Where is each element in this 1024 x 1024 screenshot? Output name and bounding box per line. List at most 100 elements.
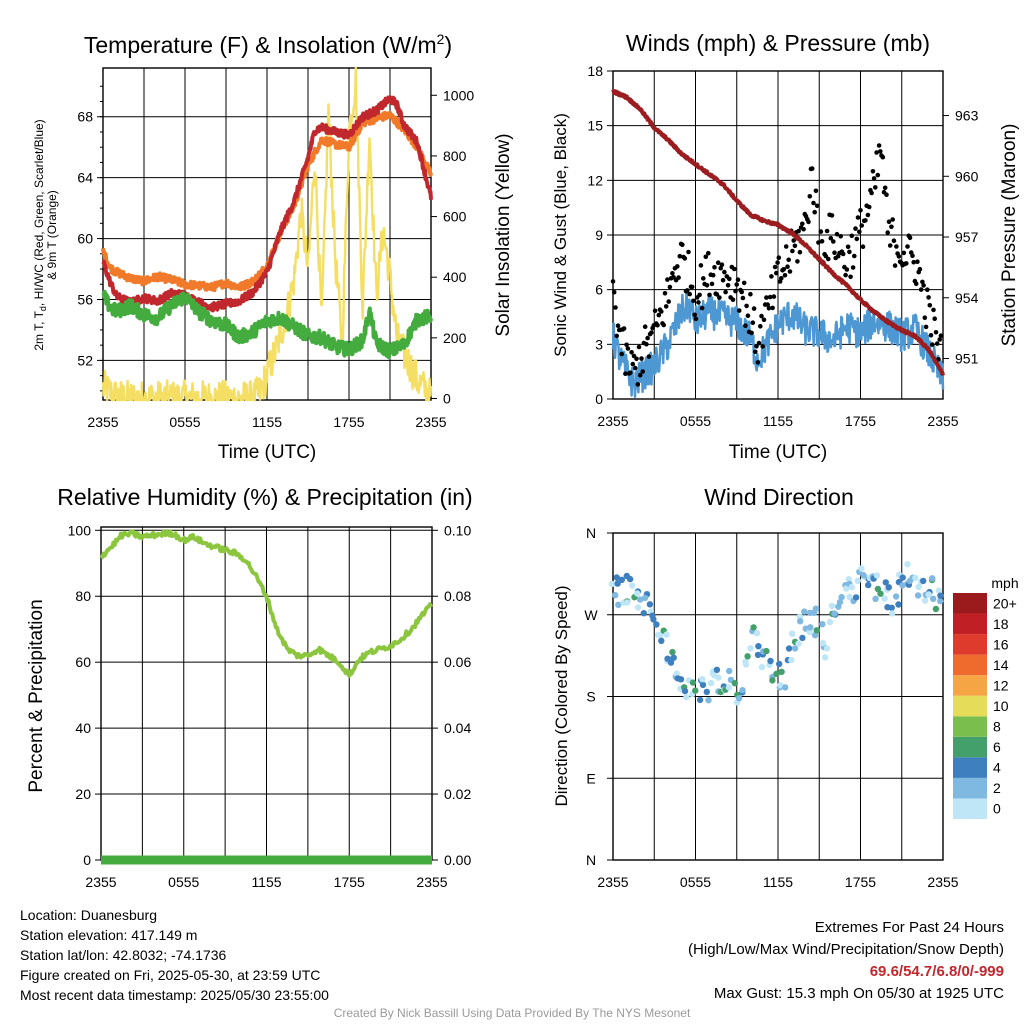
wind-xlabel: Time (UTC) xyxy=(729,442,828,463)
direction-point xyxy=(930,595,937,602)
gust-point xyxy=(891,238,897,243)
rh-y2-tick-label: 0.08 xyxy=(444,588,471,604)
gust-point xyxy=(701,276,706,281)
gust-point xyxy=(655,322,660,328)
gust-point xyxy=(630,361,636,367)
temp-x-tick-label: 1155 xyxy=(252,414,282,430)
gust-point xyxy=(938,333,944,339)
gust-point xyxy=(764,295,769,300)
direction-point xyxy=(937,597,944,605)
direction-point xyxy=(789,630,796,637)
colorbar-label: 18 xyxy=(993,616,1009,632)
direction-point xyxy=(795,640,802,647)
gust-point xyxy=(885,230,890,235)
gust-point xyxy=(907,235,913,241)
direction-point xyxy=(788,656,795,664)
direction-point xyxy=(854,577,861,584)
wind-y-tick-label: 18 xyxy=(587,63,603,79)
direction-point xyxy=(778,668,785,675)
gust-point xyxy=(656,312,662,318)
gust-point xyxy=(766,305,772,311)
direction-point xyxy=(739,687,746,694)
direction-point xyxy=(640,610,647,617)
direction-point xyxy=(747,645,754,652)
gust-point xyxy=(743,323,748,329)
direction-point xyxy=(653,621,660,628)
temp-y-tick-label: 64 xyxy=(77,170,93,186)
direction-point xyxy=(885,584,892,591)
direction-point xyxy=(895,601,902,608)
direction-point xyxy=(914,592,922,599)
direction-point xyxy=(819,639,827,647)
direction-point xyxy=(725,684,733,691)
colorbar-swatch xyxy=(953,634,987,655)
temp-y2-tick-label: 600 xyxy=(443,209,467,225)
gust-point xyxy=(796,228,801,234)
rh-ylabel-left: Percent & Precipitation xyxy=(26,599,47,792)
colorbar-swatch xyxy=(953,675,987,696)
gust-point xyxy=(904,261,909,266)
colorbar-swatch xyxy=(953,736,987,758)
gust-point xyxy=(819,239,825,244)
gust-point xyxy=(693,316,699,322)
gust-point xyxy=(635,382,641,387)
gust-point xyxy=(917,266,923,272)
wind-y2-tick-label: 954 xyxy=(955,290,979,306)
colorbar-swatch xyxy=(953,757,987,778)
dir-x-tick-label: 1755 xyxy=(845,874,876,890)
direction-point xyxy=(699,676,706,683)
gust-point xyxy=(709,281,715,287)
gust-point xyxy=(858,208,863,213)
gust-point xyxy=(756,340,762,346)
direction-point xyxy=(703,688,710,696)
direction-point xyxy=(799,634,806,642)
direction-point xyxy=(658,637,665,644)
gust-point xyxy=(873,185,878,190)
gust-point xyxy=(922,315,928,321)
gust-point xyxy=(818,229,824,234)
colorbar-swatch xyxy=(953,695,987,717)
gust-point xyxy=(691,298,696,304)
gust-point xyxy=(785,264,790,270)
gust-point xyxy=(740,295,746,301)
direction-point xyxy=(873,572,881,579)
station-latlon: Station lat/lon: 42.8032; -74.1736 xyxy=(20,947,227,963)
dir-x-tick-label: 0555 xyxy=(680,874,711,890)
direction-point xyxy=(889,610,896,617)
gust-point xyxy=(613,305,618,310)
direction-point xyxy=(874,585,882,593)
temp-y-tick-label: 56 xyxy=(77,291,93,307)
colorbar-label: 8 xyxy=(993,719,1001,735)
gust-point xyxy=(636,344,642,350)
gust-point xyxy=(807,194,813,199)
direction-point xyxy=(797,618,804,625)
gust-point xyxy=(829,213,835,218)
gust-point xyxy=(703,254,709,260)
rh-panel-title: Relative Humidity (%) & Precipitation (i… xyxy=(57,484,472,510)
gust-point xyxy=(926,295,931,300)
gust-point xyxy=(760,344,765,349)
gust-point xyxy=(787,269,793,274)
gust-point xyxy=(621,326,627,331)
gust-point xyxy=(767,294,773,300)
gust-point xyxy=(887,243,893,248)
gust-point xyxy=(928,333,934,338)
gust-point xyxy=(865,212,871,218)
gust-point xyxy=(880,154,886,160)
gust-point xyxy=(686,249,691,255)
gust-point xyxy=(719,262,725,268)
gust-point xyxy=(682,256,688,261)
series-relative-humidity-line xyxy=(99,529,434,678)
gust-point xyxy=(685,288,690,293)
gust-point xyxy=(848,274,853,280)
gust-point xyxy=(911,259,916,265)
gust-point xyxy=(869,190,874,196)
direction-point xyxy=(791,645,799,652)
colorbar-unit: mph xyxy=(991,575,1018,591)
gust-point xyxy=(753,349,758,355)
gust-point xyxy=(736,308,742,313)
gust-point xyxy=(770,305,775,311)
colorbar-label: 0 xyxy=(993,801,1001,817)
temp-y2-tick-label: 0 xyxy=(443,390,451,406)
gust-point xyxy=(786,257,791,263)
